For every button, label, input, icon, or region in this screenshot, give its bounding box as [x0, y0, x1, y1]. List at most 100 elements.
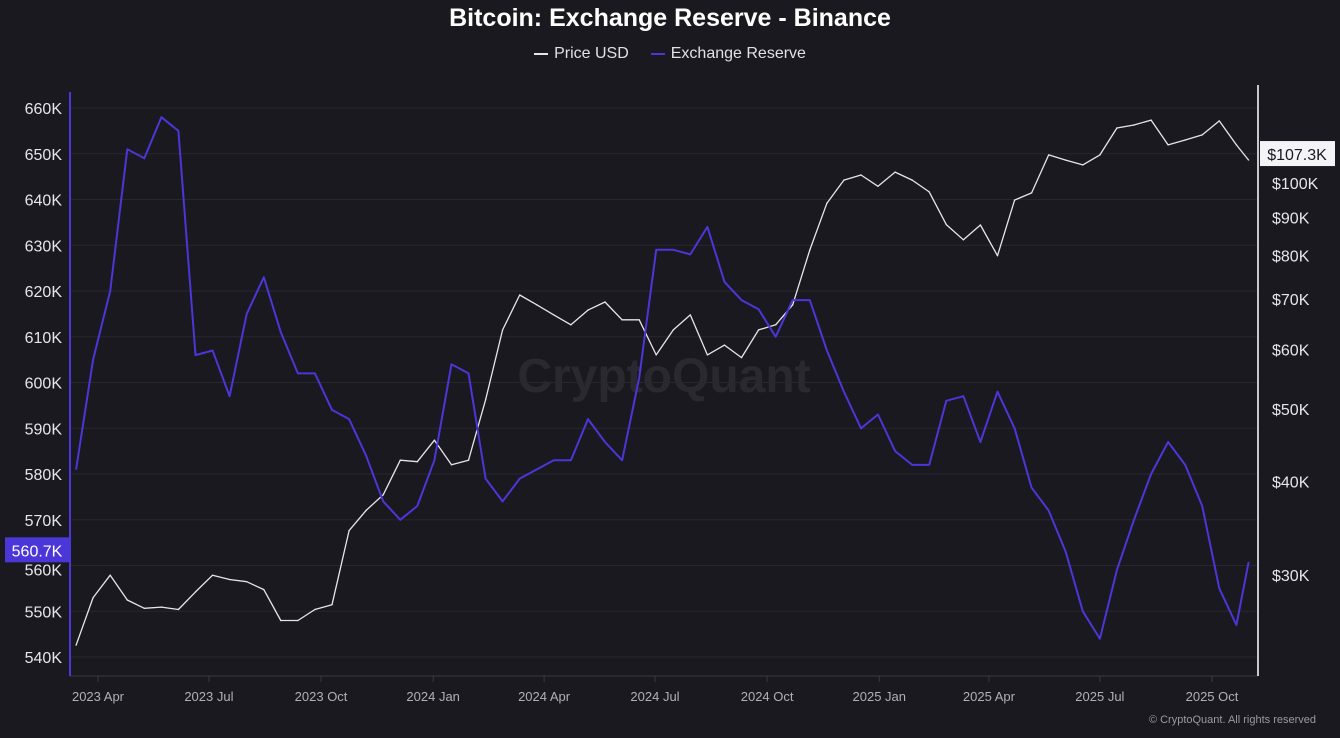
x-tick-label: 2024 Oct	[741, 689, 794, 704]
x-tick-label: 2023 Jul	[184, 689, 233, 704]
reserve-point	[791, 299, 794, 301]
reserve-point	[1099, 637, 1101, 640]
price-point	[1064, 159, 1067, 161]
price-point	[1235, 144, 1238, 146]
price-point	[1030, 192, 1033, 194]
price-point	[1099, 154, 1101, 156]
reserve-point	[740, 299, 743, 301]
reserve-point	[638, 377, 640, 379]
price-point	[399, 459, 402, 461]
reserve-point	[348, 418, 350, 420]
price-point	[706, 354, 709, 356]
price-point	[723, 344, 726, 346]
price-point	[211, 574, 214, 576]
reserve-point	[1150, 473, 1152, 475]
price-point	[945, 223, 948, 226]
reserve-point	[433, 459, 436, 462]
price-point	[826, 202, 828, 204]
reserve-point	[1235, 624, 1238, 626]
price-point	[433, 439, 436, 442]
price-point	[757, 329, 760, 331]
reserve-point	[467, 372, 470, 375]
reserve-point	[1064, 550, 1067, 553]
left-tick-label: 630K	[25, 238, 63, 255]
x-tick-label: 2025 Jan	[853, 689, 907, 704]
reserve-point	[501, 500, 504, 503]
reserve-point	[109, 290, 111, 292]
reserve-point	[450, 363, 453, 366]
reserve-point	[1030, 486, 1033, 489]
reserve-point	[808, 299, 811, 301]
price-point	[979, 224, 982, 226]
price-point	[1184, 139, 1186, 141]
price-point	[996, 254, 999, 257]
price-point	[1247, 159, 1250, 161]
price-point	[228, 578, 231, 581]
reserve-point	[894, 450, 896, 452]
left-tick-label: 550K	[25, 604, 63, 621]
reserve-point	[1116, 569, 1118, 571]
reserve-point	[1201, 505, 1204, 507]
legend-item-reserve[interactable]: Exchange Reserve	[650, 45, 806, 63]
price-point	[962, 238, 965, 241]
legend-swatch-price	[534, 53, 549, 55]
reserve-point	[1247, 561, 1250, 564]
reserve-point	[570, 459, 572, 462]
price-last-value-label: $107.3K	[1267, 147, 1327, 164]
price-point	[1082, 164, 1084, 166]
legend-label-reserve: Exchange Reserve	[670, 45, 806, 62]
copyright: © CryptoQuant. All rights reserved	[1148, 714, 1316, 726]
reserve-point	[126, 148, 129, 150]
reserve-point	[75, 468, 77, 471]
price-point	[655, 354, 658, 356]
x-tick-label: 2025 Apr	[963, 689, 1016, 704]
price-point	[928, 191, 931, 193]
price-point	[262, 588, 265, 591]
price-point	[365, 509, 367, 512]
price-point	[331, 603, 333, 606]
reserve-point	[604, 441, 606, 443]
price-point	[911, 179, 913, 181]
reserve-point	[160, 116, 163, 118]
reserve-point	[553, 459, 555, 462]
price-point	[450, 463, 453, 466]
right-tick-label: $100K	[1272, 176, 1319, 193]
price-point	[177, 608, 180, 611]
reserve-point	[911, 464, 913, 466]
reserve-point	[535, 468, 538, 471]
price-point	[1047, 154, 1050, 156]
price-point	[1167, 144, 1169, 146]
reserve-point	[621, 459, 623, 462]
price-point	[194, 591, 197, 593]
reserve-point	[723, 281, 726, 283]
right-tick-label: $70K	[1272, 292, 1310, 309]
reserve-line	[75, 116, 1250, 640]
reserve-point	[962, 395, 965, 398]
reserve-point	[672, 249, 675, 251]
price-line	[75, 119, 1250, 646]
right-tick-label: $30K	[1272, 568, 1310, 585]
reserve-last-value-badge	[5, 537, 70, 563]
legend-item-price[interactable]: Price USD	[534, 45, 629, 63]
price-point	[92, 596, 94, 599]
price-point	[570, 324, 572, 326]
price-point	[621, 319, 623, 321]
left-tick-label: 640K	[25, 193, 63, 210]
price-point	[689, 314, 692, 316]
price-point	[894, 171, 896, 173]
left-tick-label: 600K	[25, 376, 63, 393]
reserve-point	[1167, 441, 1169, 443]
price-point	[143, 607, 146, 610]
legend-label-price: Price USD	[554, 45, 629, 62]
price-point	[1013, 199, 1016, 201]
left-tick-label: 560K	[25, 563, 63, 580]
price-point	[501, 329, 504, 331]
right-tick-label: $60K	[1272, 342, 1310, 359]
reserve-point	[1184, 464, 1186, 466]
reserve-point	[877, 413, 879, 416]
reserve-point	[314, 372, 316, 375]
reserve-point	[757, 308, 760, 311]
legend: Price USD Exchange Reserve	[0, 45, 1340, 63]
price-point	[484, 398, 487, 401]
